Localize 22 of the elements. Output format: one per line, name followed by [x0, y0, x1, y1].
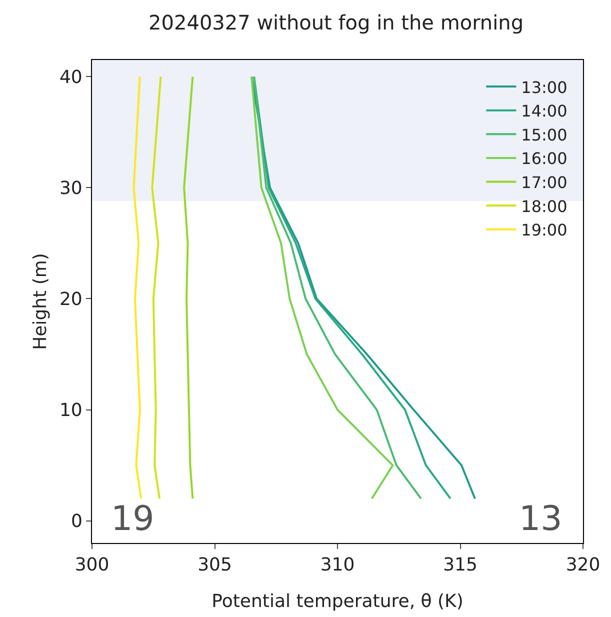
legend-label: 18:00 [521, 196, 568, 216]
y-tick-label: 10 [59, 400, 82, 422]
legend-label: 17:00 [521, 173, 568, 192]
y-axis-title: Height (m) [30, 253, 51, 350]
x-tick-label: 300 [74, 554, 110, 576]
x-axis-title: Potential temperature, θ (K) [212, 591, 464, 612]
x-tick-label: 315 [443, 554, 478, 576]
y-tick-label: 30 [59, 178, 82, 199]
x-tick-label: 310 [320, 554, 355, 576]
legend-label: 14:00 [521, 102, 568, 121]
legend-label: 15:00 [521, 125, 568, 144]
annotation: 19 [111, 499, 154, 539]
y-tick-label: 0 [70, 511, 82, 532]
y-tick-label: 40 [59, 66, 82, 88]
legend-label: 13:00 [521, 78, 568, 97]
x-tick-label: 305 [198, 554, 232, 576]
x-tick-label: 320 [566, 554, 600, 576]
legend-label: 19:00 [521, 220, 568, 240]
annotation: 13 [519, 499, 562, 539]
chart-title: 20240327 without fog in the morning [148, 10, 524, 34]
y-tick-label: 20 [59, 289, 82, 310]
legend-label: 16:00 [521, 149, 568, 168]
